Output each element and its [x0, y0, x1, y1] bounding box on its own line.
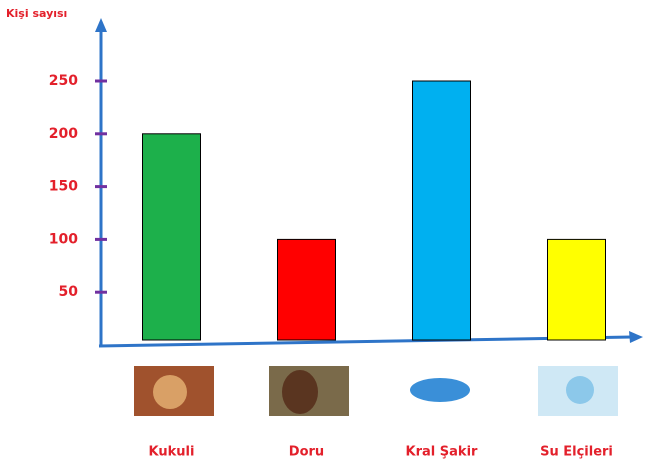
y-tick-label: 100 — [49, 231, 78, 247]
x-tick-label: Doru — [289, 445, 324, 460]
x-tick-label: Su Elçileri — [540, 445, 613, 460]
thumbnail-detail — [410, 378, 470, 402]
thumbnail-detail — [566, 376, 594, 404]
bar — [413, 81, 471, 340]
y-tick-label: 50 — [59, 284, 79, 300]
bar — [278, 239, 336, 340]
thumbnail-detail — [153, 375, 187, 409]
chart: Kişi sayısı 50 100 150 200 250 Kukuli Doru Kral… — [0, 0, 645, 475]
thumbnail-detail — [282, 370, 318, 414]
bar — [143, 134, 201, 340]
y-tick-label: 200 — [49, 126, 78, 142]
y-arrow — [95, 18, 107, 32]
y-tick-label: 150 — [49, 179, 78, 195]
x-tick-label: Kral Şakir — [406, 445, 478, 460]
x-tick-label: Kukuli — [149, 445, 195, 460]
thumbnails — [134, 366, 618, 416]
x-arrow — [629, 331, 643, 343]
y-axis-label: Kişi sayısı — [6, 7, 67, 20]
y-tick-label: 250 — [49, 73, 78, 89]
bar — [548, 239, 606, 340]
